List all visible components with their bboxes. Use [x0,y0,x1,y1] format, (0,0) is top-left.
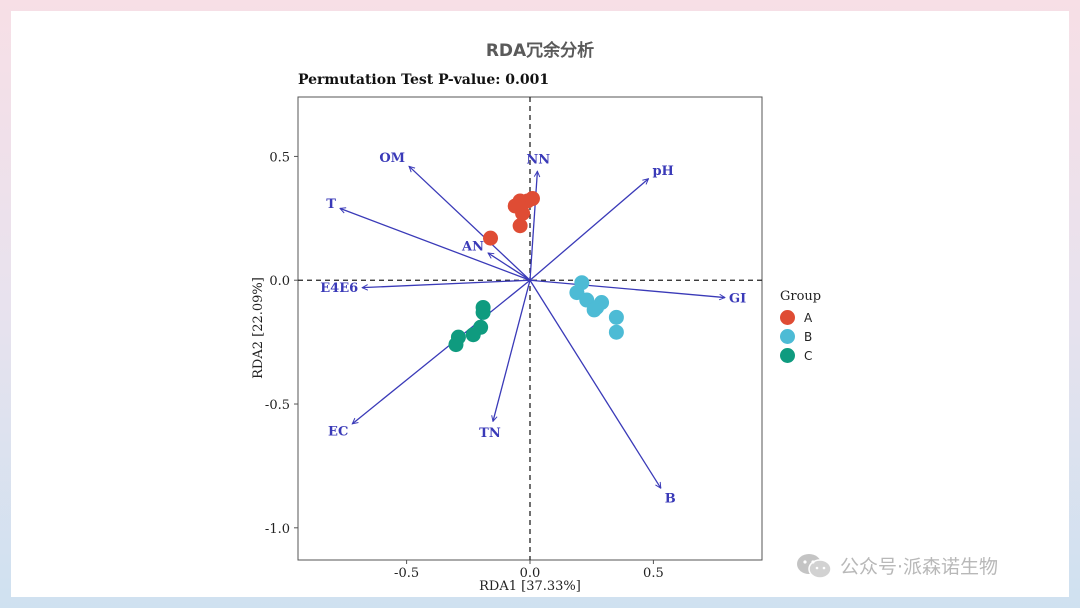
point-group-c [448,337,464,353]
legend-dot-a [780,310,795,325]
y-tick-label: -1.0 [265,522,290,537]
plot-frame [297,96,763,561]
arrow-ph [529,179,648,281]
watermark: 公众号·派森诺生物 [796,552,998,579]
arrow-label-ec: EC [328,424,348,439]
arrow-label-om: OM [379,151,405,166]
arrow-label-gi: GI [729,292,746,307]
arrow-e4e6 [362,279,531,287]
watermark-text: 公众号·派森诺生物 [840,556,999,578]
arrow-label-b: B [665,491,676,506]
arrow-label-e4e6: E4E6 [320,281,358,296]
legend-item-c: C [780,346,821,365]
legend-label-a: A [804,310,813,325]
point-group-b [608,309,624,325]
point-group-c [475,304,491,320]
legend: Group A B C [780,289,821,365]
x-tick-label: 0.5 [643,566,664,581]
y-tick-label: 0.5 [269,150,290,165]
arrow-label-ph: pH [652,164,673,179]
y-axis-label: RDA2 [22.09%] [251,277,266,379]
legend-dot-c [780,348,795,363]
point-group-a [512,218,528,234]
legend-item-a: A [780,308,821,327]
point-group-a [515,205,531,221]
x-tick-label: 0.0 [520,566,541,581]
chart-subtitle: Permutation Test P-value: 0.001 [298,72,550,88]
legend-item-b: B [780,327,821,346]
page-title: RDA冗余分析 [485,41,595,61]
arrow-t [340,208,531,281]
point-group-b [608,324,624,340]
arrow-label-tn: TN [479,426,501,441]
x-tick-label: -0.5 [394,566,419,581]
legend-label-c: C [804,348,813,363]
arrow-nn [529,171,537,281]
arrow-gi [529,279,725,297]
point-group-b [586,302,602,318]
arrow-ec [352,279,531,424]
arrow-tn [493,280,531,421]
arrow-label-t: T [326,197,336,212]
arrow-label-an: AN [461,239,484,254]
arrow-b [529,279,661,488]
arrow-an [488,253,531,281]
point-group-c [465,327,481,343]
arrow-label-nn: NN [526,152,550,167]
point-group-a [483,230,499,246]
point-group-a [524,191,540,207]
x-axis-label: RDA1 [37.33%] [479,579,581,594]
wechat-icon [797,553,832,579]
arrow-om [409,166,531,281]
y-tick-label: 0.0 [269,274,290,289]
y-tick-label: -0.5 [265,398,290,413]
legend-label-b: B [804,329,813,344]
legend-dot-b [780,329,795,344]
legend-title: Group [780,289,822,304]
